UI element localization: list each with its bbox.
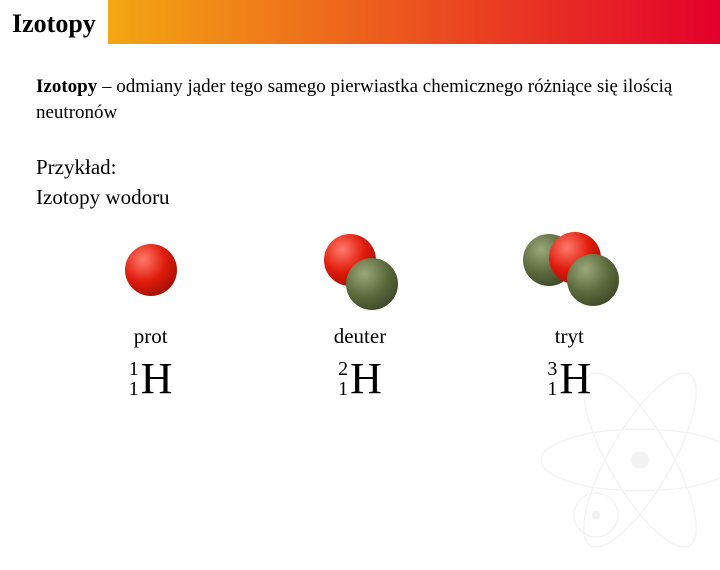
nucleus-tryt: [509, 232, 629, 312]
example-line-2: Izotopy wodoru: [36, 183, 684, 212]
header-gradient: [108, 0, 720, 44]
content-area: Izotopy – odmiany jąder tego samego pier…: [0, 44, 720, 401]
mass-number: 2: [338, 359, 348, 379]
atomic-number: 1: [129, 379, 139, 399]
neutron-particle: [567, 254, 619, 306]
page-title: Izotopy: [12, 9, 96, 39]
definition-term: Izotopy: [36, 76, 97, 97]
isotopes-row: prot 1 1 H deuter 2 1 H tryt: [36, 232, 684, 401]
isotope-label: deuter: [334, 324, 386, 349]
element-symbol: H: [350, 357, 382, 401]
isotope-symbol: 1 1 H: [129, 357, 173, 401]
isotope-deuter: deuter 2 1 H: [260, 232, 460, 401]
element-symbol: H: [559, 357, 591, 401]
example-line-1: Przykład:: [36, 153, 684, 182]
nucleus-deuter: [300, 232, 420, 312]
definition-rest: – odmiany jąder tego samego pierwiastka …: [36, 76, 672, 123]
mass-number: 1: [129, 359, 139, 379]
proton-particle: [125, 244, 177, 296]
isotope-prot: prot 1 1 H: [51, 232, 251, 401]
isotope-symbol: 2 1 H: [338, 357, 382, 401]
example-block: Przykład: Izotopy wodoru: [36, 153, 684, 212]
definition-text: Izotopy – odmiany jąder tego samego pier…: [36, 74, 684, 125]
header-bar: Izotopy: [0, 0, 720, 44]
isotope-label: prot: [134, 324, 168, 349]
nucleus-prot: [91, 232, 211, 312]
element-symbol: H: [141, 357, 173, 401]
isotope-numbers: 2 1: [338, 359, 348, 399]
isotope-label: tryt: [555, 324, 584, 349]
mass-number: 3: [547, 359, 557, 379]
isotope-numbers: 3 1: [547, 359, 557, 399]
atomic-number: 1: [547, 379, 557, 399]
atomic-number: 1: [338, 379, 348, 399]
isotope-symbol: 3 1 H: [547, 357, 591, 401]
isotope-tryt: tryt 3 1 H: [469, 232, 669, 401]
isotope-numbers: 1 1: [129, 359, 139, 399]
header-title-wrap: Izotopy: [0, 0, 108, 44]
neutron-particle: [346, 258, 398, 310]
